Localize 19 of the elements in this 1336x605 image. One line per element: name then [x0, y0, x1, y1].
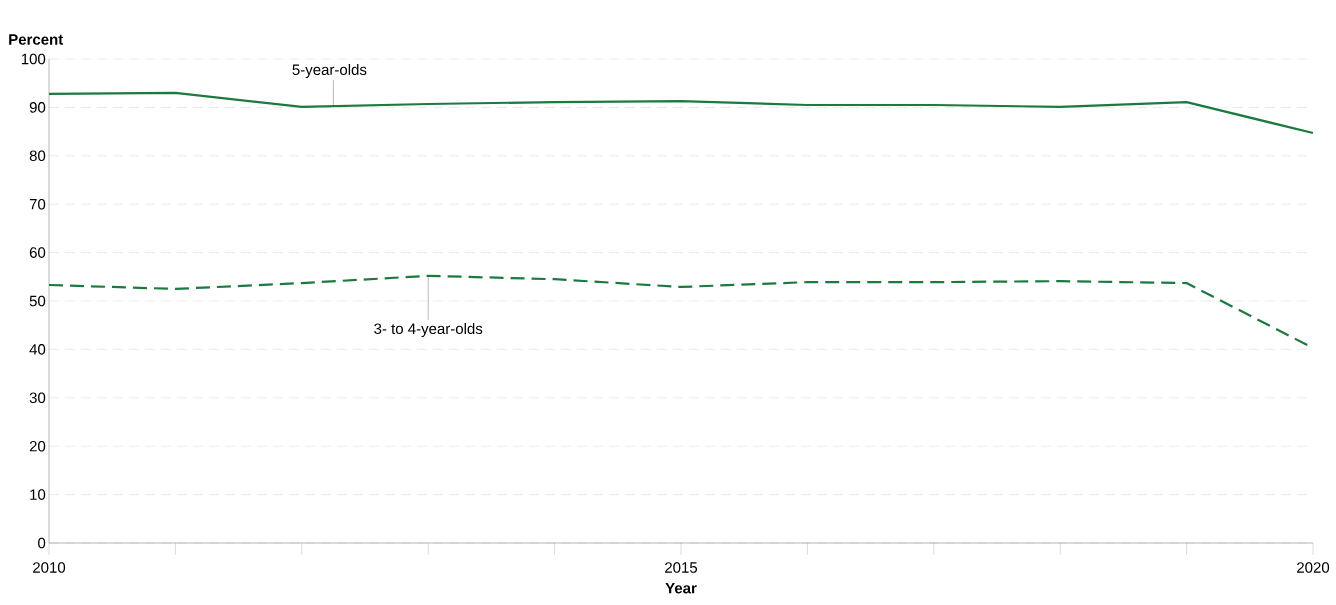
y-tick-label: 60 [29, 247, 46, 258]
x-tick-label: 2020 [1297, 562, 1330, 573]
series-label: 5-year-olds [292, 64, 367, 78]
line-series [47, 91, 1315, 135]
y-tick-label: 90 [29, 102, 46, 113]
y-tick-label: 10 [30, 489, 46, 500]
x-axis-title: Year [665, 583, 697, 594]
y-tick-label: 70 [29, 198, 46, 210]
y-tick-label: 30 [29, 392, 46, 404]
y-tick-label: 0 [38, 537, 46, 549]
x-tick-label: 2015 [665, 562, 698, 573]
y-tick-label: 50 [29, 295, 46, 307]
text: 3- to 4-year-olds [374, 323, 483, 338]
y-tick-label: 80 [29, 150, 46, 162]
y-tick-label: 100 [21, 53, 46, 65]
y-axis-title: Percent [9, 34, 64, 45]
y-tick-label: 40 [29, 344, 46, 355]
x-tick-label: 2010 [33, 562, 66, 573]
y-tick-label: 20 [29, 440, 46, 452]
